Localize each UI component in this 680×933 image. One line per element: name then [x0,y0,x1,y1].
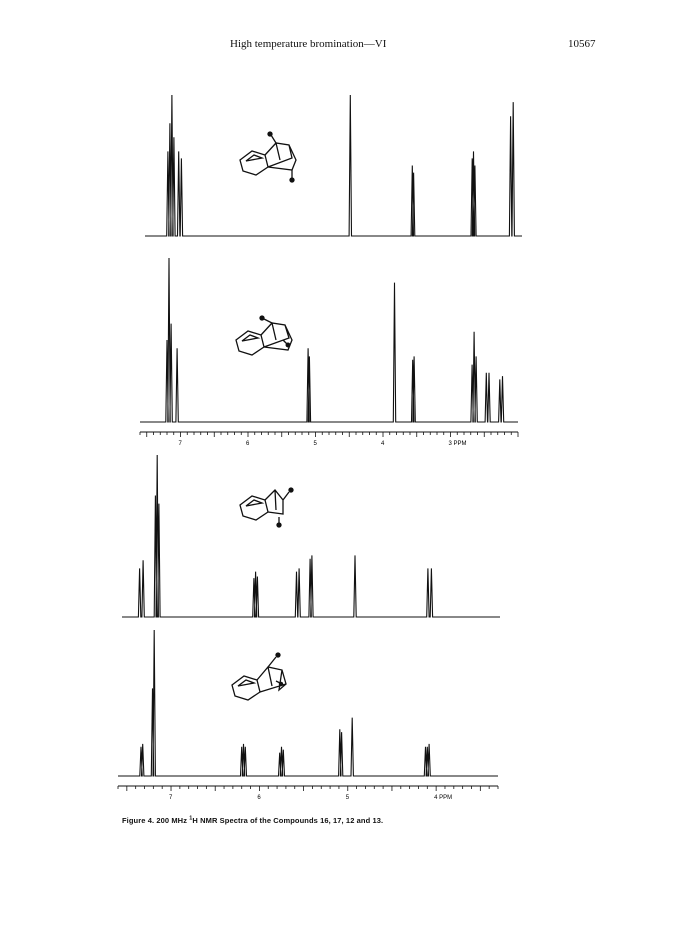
caption-superscript: 1 [189,815,193,821]
spectrum-trace [122,454,500,618]
ppm-tick-label: 3 PPM [449,441,467,447]
caption-text: H NMR Spectra of the Compounds 16, 17, 1… [192,815,384,825]
ppm-tick-label: 6 [246,441,250,447]
ppm-tick-label: 6 [257,795,261,801]
structure-drawing-12 [239,487,294,528]
page-number: 10567 [568,38,596,50]
ppm-tick-label: 4 PPM [434,795,452,801]
spectrum-1 [145,94,522,237]
spectrum-trace [145,94,522,237]
ppm-tick-label: 7 [169,795,173,801]
figure-caption: Figure 4. 200 MHz 1H NMR Spectra of the … [122,815,383,825]
ppm-tick-label: 4 [381,441,385,447]
spectrum-3 [122,454,500,618]
spectrum-trace [118,629,498,777]
ppm-tick-label: 7 [179,441,183,447]
spectrum-trace [140,257,518,423]
caption-prefix: Figure 4. 200 MHz [122,815,190,825]
structure-drawing-13 [231,652,287,701]
ppm-tick-label: 5 [346,795,350,801]
spectrum-2: 7 6 5 4 3 PPM [139,257,519,447]
ppm-tick-label: 5 [314,441,318,447]
structure-drawing-17 [235,315,293,356]
structure-drawing-16 [239,131,297,183]
running-title: High temperature bromination—VI [230,38,387,50]
spectrum-4: 7 6 5 4 PPM [117,629,499,801]
